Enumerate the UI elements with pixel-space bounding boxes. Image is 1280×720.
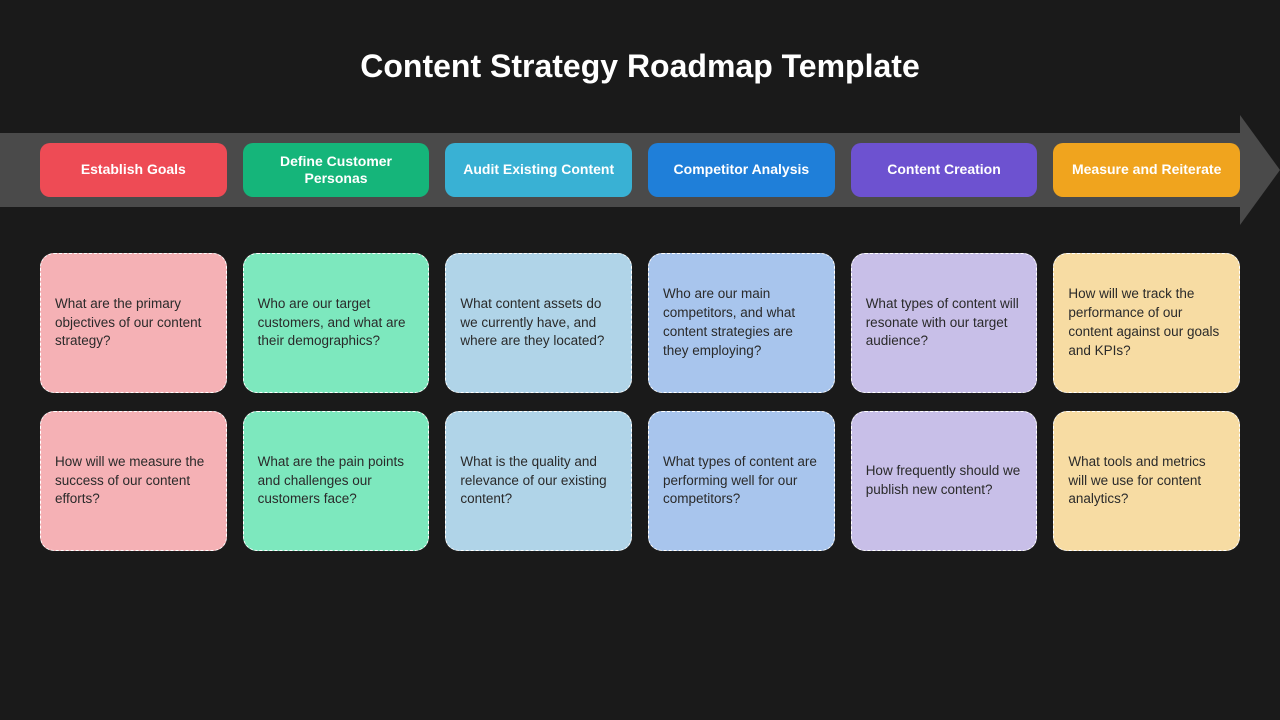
card: What are the pain points and challenges … [243, 411, 430, 551]
header-row: Establish Goals Define Customer Personas… [40, 143, 1240, 197]
column-5: How will we track the performance of our… [1053, 253, 1240, 551]
card: What tools and metrics will we use for c… [1053, 411, 1240, 551]
card: How will we measure the success of our c… [40, 411, 227, 551]
card: How frequently should we publish new con… [851, 411, 1038, 551]
column-1: Who are our target customers, and what a… [243, 253, 430, 551]
card: How will we track the performance of our… [1053, 253, 1240, 393]
cards-area: What are the primary objectives of our c… [0, 225, 1280, 551]
header-measure-reiterate: Measure and Reiterate [1053, 143, 1240, 197]
card: Who are our main competitors, and what c… [648, 253, 835, 393]
arrow-head-icon [1240, 115, 1280, 225]
header-establish-goals: Establish Goals [40, 143, 227, 197]
card: What is the quality and relevance of our… [445, 411, 632, 551]
header-audit-content: Audit Existing Content [445, 143, 632, 197]
card: What types of content will resonate with… [851, 253, 1038, 393]
column-3: Who are our main competitors, and what c… [648, 253, 835, 551]
column-0: What are the primary objectives of our c… [40, 253, 227, 551]
header-define-personas: Define Customer Personas [243, 143, 430, 197]
header-content-creation: Content Creation [851, 143, 1038, 197]
card: Who are our target customers, and what a… [243, 253, 430, 393]
card: What are the primary objectives of our c… [40, 253, 227, 393]
header-competitor-analysis: Competitor Analysis [648, 143, 835, 197]
card: What types of content are performing wel… [648, 411, 835, 551]
page-title: Content Strategy Roadmap Template [0, 0, 1280, 115]
card: What content assets do we currently have… [445, 253, 632, 393]
column-4: What types of content will resonate with… [851, 253, 1038, 551]
column-2: What content assets do we currently have… [445, 253, 632, 551]
roadmap-arrow: Establish Goals Define Customer Personas… [0, 115, 1280, 225]
